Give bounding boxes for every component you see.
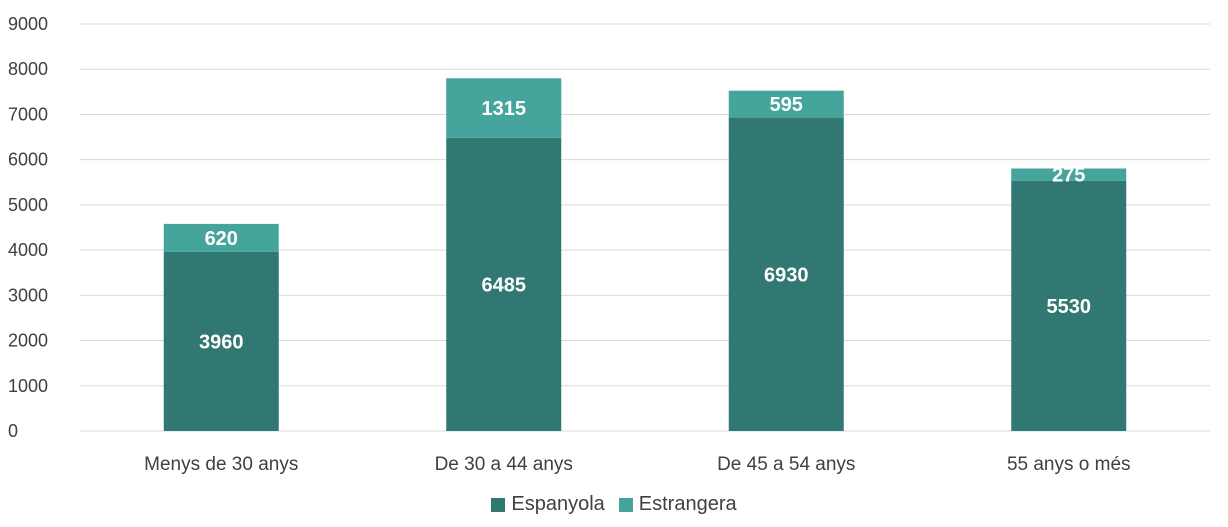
stacked-bar-chart: 0 1000 2000 3000 4000 5000 6000 7000 8000 9000 39…: [8, 14, 1210, 475]
y-tick-label: 3000: [8, 285, 48, 305]
y-tick-label: 0: [8, 421, 18, 441]
y-tick-label: 7000: [8, 104, 48, 124]
legend: Espanyola Estrangera: [0, 493, 1228, 516]
bars: [163, 78, 1127, 432]
x-category-label: De 45 a 54 anys: [717, 454, 855, 475]
data-label: 275: [1052, 165, 1085, 187]
data-label: 595: [770, 94, 803, 116]
bar-estrangera-3[interactable]: [1011, 168, 1127, 181]
bar-espanyola-2[interactable]: [728, 117, 844, 432]
y-tick-label: 2000: [8, 331, 48, 351]
legend-swatch-espanyola: [491, 497, 506, 512]
x-category-label: Menys de 30 anys: [144, 454, 298, 475]
y-axis-tick-labels: 0 1000 2000 3000 4000 5000 6000 7000 8000 9000: [8, 14, 48, 441]
x-axis-category-labels: Menys de 30 anys De 30 a 44 anys De 45 a 5…: [144, 454, 1130, 475]
legend-label-espanyola: Espanyola: [511, 493, 605, 515]
data-label: 3960: [199, 331, 244, 353]
y-tick-label: 4000: [8, 240, 48, 260]
data-label: 6930: [764, 264, 809, 286]
y-tick-label: 8000: [8, 59, 48, 79]
data-label: 1315: [482, 98, 527, 120]
x-category-label: De 30 a 44 anys: [435, 454, 573, 475]
y-tick-label: 5000: [8, 195, 48, 215]
x-category-label: 55 anys o més: [1007, 454, 1131, 475]
data-label: 5530: [1047, 296, 1092, 318]
bar-espanyola-0[interactable]: [163, 251, 279, 431]
y-tick-label: 1000: [8, 376, 48, 396]
y-tick-label: 6000: [8, 150, 48, 170]
bar-estrangera-2[interactable]: [728, 90, 844, 118]
legend-label-estrangera: Estrangera: [638, 493, 737, 515]
bar-estrangera-1[interactable]: [446, 78, 562, 138]
legend-swatch-estrangera: [618, 497, 633, 512]
data-label: 620: [205, 228, 238, 250]
bar-estrangera-0[interactable]: [163, 223, 279, 252]
legend-item-estrangera[interactable]: Estrangera: [618, 493, 737, 516]
bar-espanyola-1[interactable]: [446, 137, 562, 431]
legend-item-espanyola[interactable]: Espanyola: [491, 493, 605, 516]
data-labels: 3960 620 6485 1315 6930 595 5530 275: [199, 94, 1091, 353]
bar-espanyola-3[interactable]: [1011, 180, 1127, 431]
data-label: 6485: [482, 274, 527, 296]
y-tick-label: 9000: [8, 14, 48, 34]
